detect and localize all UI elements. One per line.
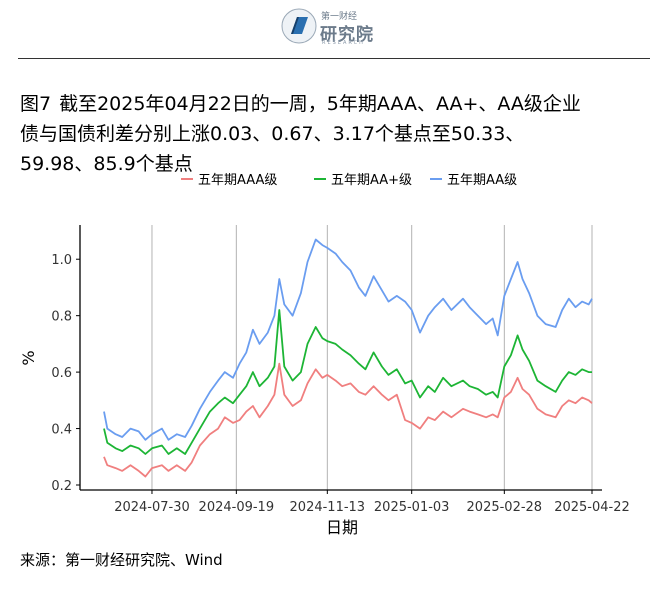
x-tick-label-4: 2025-02-28 bbox=[467, 500, 543, 515]
source-note: 来源：第一财经研究院、Wind bbox=[20, 551, 223, 569]
y-tick-label-2: 0.6 bbox=[51, 366, 72, 381]
title-line-2: 债与国债利差分别上涨0.03、0.67、3.17个基点至50.33、 bbox=[20, 123, 525, 145]
series-line-aaa bbox=[103, 362, 593, 478]
brand-small-text: 第一财经 bbox=[321, 12, 358, 22]
legend-label-aa: 五年期AA级 bbox=[447, 173, 517, 188]
title-line-1: 图7 截至2025年04月22日的一周，5年期AAA、AA+、AA级企业 bbox=[20, 89, 650, 119]
figure-title: 图7 截至2025年04月22日的一周，5年期AAA、AA+、AA级企业 债与国债… bbox=[20, 89, 650, 179]
x-tick-label-2: 2024-11-13 bbox=[290, 500, 366, 515]
legend-item-aaplus: 五年期AA+级 bbox=[314, 173, 412, 188]
y-tick-label-4: 1.0 bbox=[51, 253, 72, 268]
y-axis-label: % bbox=[19, 350, 38, 365]
brand-main-text: 研究院 bbox=[320, 25, 374, 45]
research-logo-icon bbox=[281, 8, 317, 44]
legend-item-aa: 五年期AA级 bbox=[430, 173, 517, 188]
brand-english-text: RESEARCH bbox=[322, 40, 365, 46]
y-tick-label-3: 0.8 bbox=[51, 310, 72, 325]
x-axis-label: 日期 bbox=[326, 518, 358, 537]
brand-header: 第一财经 研究院 RESEARCH bbox=[0, 0, 670, 52]
series-line-aaplus bbox=[103, 309, 592, 455]
line-chart: 0.2 0.4 0.6 0.8 1.0 2024-07-30 2024-09-19 2024-… bbox=[19, 225, 630, 537]
x-tick-label-0: 2024-07-30 bbox=[114, 500, 190, 515]
title-line-3: 59.98、85.9个基点 bbox=[20, 153, 193, 175]
header-divider bbox=[18, 58, 650, 59]
y-tick-label-0: 0.2 bbox=[51, 479, 72, 494]
x-tick-label-1: 2024-09-19 bbox=[199, 500, 275, 515]
chart-legend: 五年期AAA级 五年期AA+级 五年期AA级 bbox=[181, 173, 517, 188]
y-tick-label-1: 0.4 bbox=[51, 423, 72, 438]
x-tick-label-3: 2025-01-03 bbox=[374, 500, 450, 515]
x-tick-label-5: 2025-04-22 bbox=[554, 500, 630, 515]
legend-item-aaa: 五年期AAA级 bbox=[181, 173, 277, 188]
series-line-aa bbox=[103, 238, 593, 441]
legend-label-aaa: 五年期AAA级 bbox=[198, 173, 277, 188]
legend-label-aaplus: 五年期AA+级 bbox=[331, 173, 412, 188]
title-text-1: 截至2025年04月22日的一周，5年期AAA、AA+、AA级企业 bbox=[59, 93, 581, 115]
figure-number: 图7 bbox=[20, 93, 52, 115]
